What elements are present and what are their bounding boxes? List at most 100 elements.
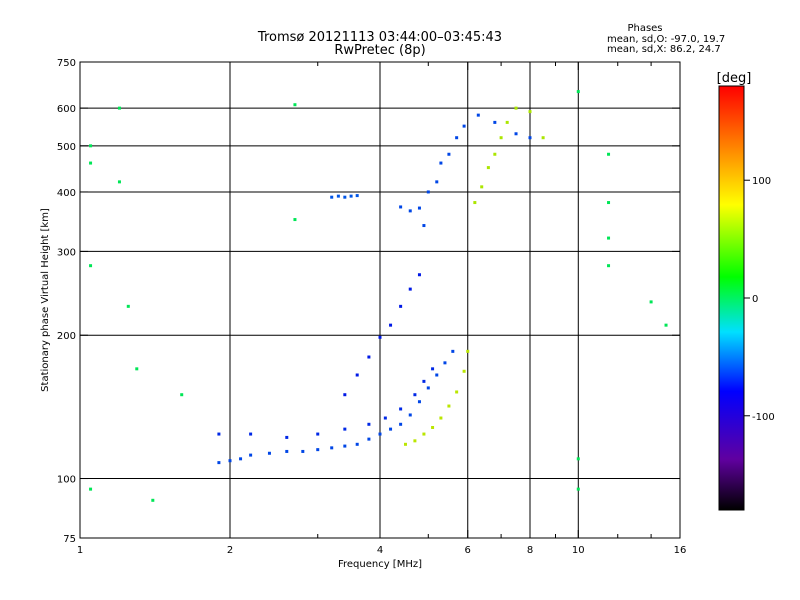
colorbar-label: [deg] (717, 71, 752, 86)
y-tick-label: 100 (57, 475, 76, 486)
data-point (493, 120, 497, 124)
x-tick-label: 8 (527, 545, 533, 556)
data-point (285, 435, 289, 439)
data-point (528, 136, 532, 140)
data-point (217, 432, 221, 436)
data-point (431, 367, 435, 371)
data-point (117, 106, 121, 110)
colorbar-tick-label: -100 (752, 412, 775, 423)
y-tick-label: 600 (57, 104, 76, 115)
data-point (413, 393, 417, 397)
data-point (343, 195, 347, 199)
x-tick-label: 6 (465, 545, 471, 556)
data-point (422, 432, 426, 436)
y-tick-label: 500 (57, 142, 76, 153)
data-point (576, 487, 580, 491)
phases-header: Phases (627, 23, 662, 34)
data-point (466, 349, 470, 353)
data-point (426, 386, 430, 390)
data-point (399, 407, 403, 411)
data-point (541, 136, 545, 140)
data-point (505, 120, 509, 124)
data-point (180, 393, 184, 397)
data-point (378, 432, 382, 436)
data-point (435, 373, 439, 377)
data-point (403, 442, 407, 446)
x-tick-label: 2 (227, 545, 233, 556)
data-points (89, 90, 668, 502)
data-point (443, 361, 447, 365)
data-point (417, 273, 421, 277)
data-point (316, 448, 320, 452)
data-point (514, 132, 518, 136)
data-point (367, 437, 371, 441)
data-point (607, 152, 611, 156)
data-point (664, 323, 668, 327)
data-point (343, 427, 347, 431)
data-point (367, 422, 371, 426)
grid-lines (80, 62, 680, 538)
data-point (408, 413, 412, 417)
data-point (607, 201, 611, 205)
data-point (462, 369, 466, 373)
data-point (417, 206, 421, 210)
data-point (408, 209, 412, 213)
data-point (89, 144, 93, 148)
data-point (89, 161, 93, 165)
data-point (249, 453, 253, 457)
data-point (408, 287, 412, 291)
data-point (447, 152, 451, 156)
data-point (389, 323, 393, 327)
data-point (499, 136, 503, 140)
data-point (413, 439, 417, 443)
data-point (399, 422, 403, 426)
data-point (528, 110, 532, 114)
data-point (476, 113, 480, 117)
data-point (649, 300, 653, 304)
x-tick-label: 10 (572, 545, 585, 556)
x-axis-label: Frequency [MHz] (338, 559, 422, 570)
data-point (451, 349, 455, 353)
colorbar-ticks: 100 0 -100 (744, 176, 775, 423)
data-point (343, 444, 347, 448)
data-point (301, 449, 305, 453)
data-point (486, 166, 490, 170)
chart-subtitle: RwPretec (8p) (334, 43, 425, 58)
data-point (607, 264, 611, 268)
x-axis: 1 2 4 6 8 10 16 (77, 62, 687, 556)
y-tick-label: 200 (57, 331, 76, 342)
data-point (607, 236, 611, 240)
data-point (330, 195, 334, 199)
data-point (439, 416, 443, 420)
x-tick-label: 16 (674, 545, 687, 556)
x-tick-label: 1 (77, 545, 83, 556)
data-point (493, 152, 497, 156)
data-point (455, 136, 459, 140)
data-point (89, 264, 93, 268)
data-point (383, 416, 387, 420)
data-point (349, 194, 353, 198)
y-tick-label: 750 (57, 58, 76, 69)
data-point (285, 449, 289, 453)
data-point (217, 461, 221, 465)
data-point (249, 432, 253, 436)
data-point (343, 393, 347, 397)
data-point (117, 180, 121, 184)
y-axis-label: Stationary phase Virtual Height [km] (40, 208, 51, 392)
y-tick-label: 75 (63, 534, 76, 545)
colorbar-tick-label: 100 (752, 176, 771, 187)
colorbar-tick-label: 0 (752, 294, 758, 305)
data-point (89, 487, 93, 491)
data-point (473, 201, 477, 205)
data-point (336, 194, 340, 198)
data-point (462, 124, 466, 128)
data-point (293, 103, 297, 107)
data-point (135, 367, 139, 371)
data-point (480, 185, 484, 189)
data-point (426, 190, 430, 194)
y-tick-label: 300 (57, 247, 76, 258)
data-point (367, 355, 371, 359)
data-point (447, 404, 451, 408)
data-point (389, 427, 393, 431)
